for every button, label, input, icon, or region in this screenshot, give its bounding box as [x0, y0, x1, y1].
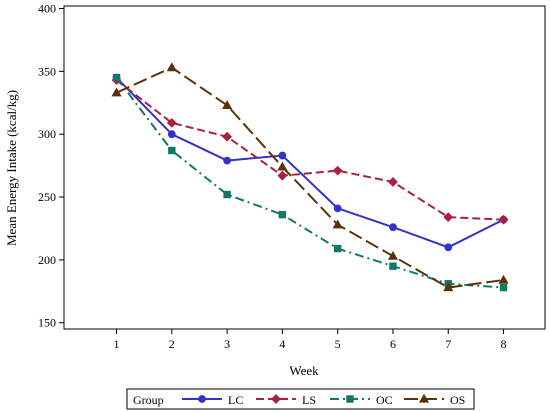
series-ls — [111, 75, 509, 225]
data-point — [332, 165, 343, 176]
x-tick-label: 4 — [279, 337, 285, 351]
x-tick-label: 8 — [501, 337, 507, 351]
y-tick-label: 300 — [38, 127, 56, 141]
data-point — [112, 73, 121, 82]
legend-item-lc: LC — [182, 393, 243, 407]
series-os — [111, 62, 509, 292]
data-point — [223, 156, 231, 165]
legend-item-oc: OC — [330, 393, 393, 407]
legend-marker — [271, 394, 281, 404]
legend-label: LC — [228, 393, 243, 407]
data-point — [222, 100, 233, 109]
data-point — [389, 223, 397, 232]
data-point — [111, 87, 122, 97]
legend-label: OC — [376, 393, 393, 407]
y-tick-label: 150 — [38, 316, 56, 330]
data-point — [168, 146, 176, 155]
legend-item-os: OS — [404, 393, 465, 407]
legend-box — [126, 388, 475, 410]
y-axis-title: Mean Energy Intake (kcal/kg) — [4, 90, 19, 246]
data-point — [277, 170, 288, 181]
y-tick-label: 350 — [38, 64, 56, 78]
x-tick-label: 6 — [390, 337, 396, 351]
series-lc — [112, 73, 508, 252]
data-point — [498, 214, 509, 225]
data-point — [277, 161, 288, 171]
data-point — [444, 243, 453, 252]
legend-item-ls: LS — [256, 393, 316, 407]
series-line-ls — [115, 79, 504, 221]
legend: Group LC LS OC OS — [126, 388, 475, 410]
data-point — [223, 190, 231, 199]
series-line-lc — [115, 76, 504, 249]
legend-title: Group — [133, 393, 164, 407]
data-point — [167, 130, 176, 139]
x-tick-label: 7 — [445, 337, 451, 351]
legend-marker — [346, 395, 354, 403]
x-tick-label: 1 — [114, 337, 120, 351]
legend-marker — [198, 395, 206, 403]
data-point — [222, 131, 233, 142]
x-axis-title: Week — [289, 363, 319, 378]
data-point — [333, 244, 342, 253]
data-point — [443, 212, 454, 223]
y-tick-label: 250 — [38, 190, 56, 204]
data-point — [278, 210, 287, 219]
legend-label: OS — [450, 393, 465, 407]
legend-label: LS — [302, 393, 316, 407]
y-axis: 150 200 250 300 350 400 — [38, 2, 64, 330]
data-point — [443, 282, 454, 292]
data-point — [498, 274, 509, 284]
data-point — [332, 219, 343, 229]
data-point — [166, 117, 177, 128]
y-tick-label: 400 — [38, 2, 56, 16]
data-point — [388, 177, 398, 187]
x-tick-label: 2 — [169, 337, 175, 351]
x-axis: 1 2 3 4 5 6 7 8 — [114, 329, 507, 351]
data-point — [333, 204, 342, 213]
series-layer — [111, 62, 509, 292]
x-tick-label: 5 — [335, 337, 341, 351]
data-point — [499, 283, 508, 292]
series-line-os — [116, 66, 504, 289]
plot-frame — [63, 5, 546, 330]
data-point — [389, 262, 397, 270]
x-tick-label: 3 — [224, 337, 230, 351]
y-tick-label: 200 — [38, 253, 56, 267]
legend-marker — [418, 393, 430, 403]
data-point — [278, 151, 287, 160]
data-point — [387, 250, 399, 260]
data-point — [166, 62, 177, 72]
series-line-oc — [115, 77, 504, 289]
